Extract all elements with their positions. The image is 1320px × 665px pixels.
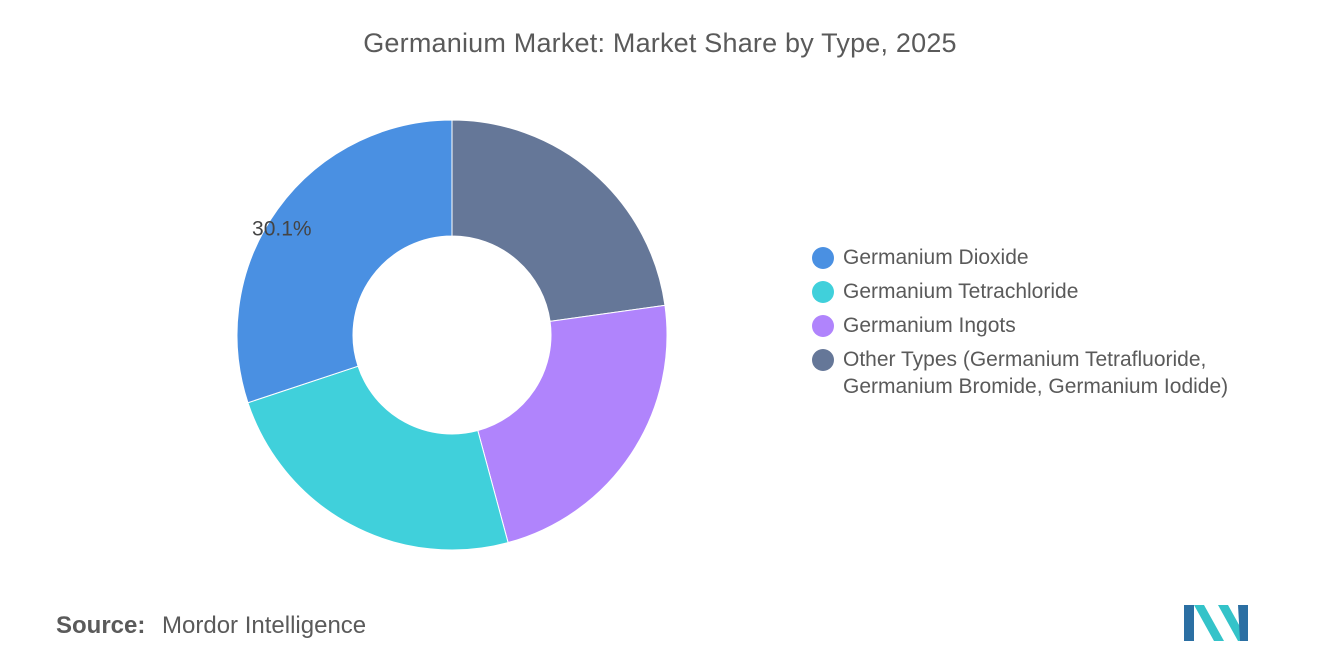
legend-label: Germanium Ingots xyxy=(843,314,1016,337)
donut-slice-0 xyxy=(236,119,453,404)
chart-legend: Germanium Dioxide Germanium Tetrachloride… xyxy=(812,244,1292,407)
source-line: Source: Mordor Intelligence xyxy=(56,612,366,640)
legend-swatch-icon xyxy=(812,349,834,371)
source-label: Source: xyxy=(56,612,146,639)
source-value: Mordor Intelligence xyxy=(162,612,367,639)
logo-far-stroke xyxy=(1238,605,1248,641)
legend-swatch-icon xyxy=(812,315,834,337)
legend-item-3: Other Types (Germanium Tetrafluoride, Ge… xyxy=(812,346,1292,400)
logo-center-stroke xyxy=(1194,605,1224,641)
legend-label: Germanium Dioxide xyxy=(843,246,1029,269)
legend-swatch-icon xyxy=(812,247,834,269)
legend-item-1: Germanium Tetrachloride xyxy=(812,278,1292,305)
donut-slice-1 xyxy=(247,365,509,551)
legend-item-2: Germanium Ingots xyxy=(812,312,1292,339)
legend-label: Other Types (Germanium Tetrafluoride, Ge… xyxy=(843,348,1229,398)
chart-title: Germanium Market: Market Share by Type, … xyxy=(363,28,957,58)
legend-label: Germanium Tetrachloride xyxy=(843,280,1079,303)
donut-data-label-0: 30.1% xyxy=(252,218,312,241)
donut-slice-2 xyxy=(477,304,668,544)
logo-left-stroke xyxy=(1184,605,1194,641)
legend-item-0: Germanium Dioxide xyxy=(812,244,1292,271)
mordor-intelligence-logo-icon xyxy=(1184,605,1248,641)
donut-slice-3 xyxy=(451,119,666,322)
legend-swatch-icon xyxy=(812,281,834,303)
